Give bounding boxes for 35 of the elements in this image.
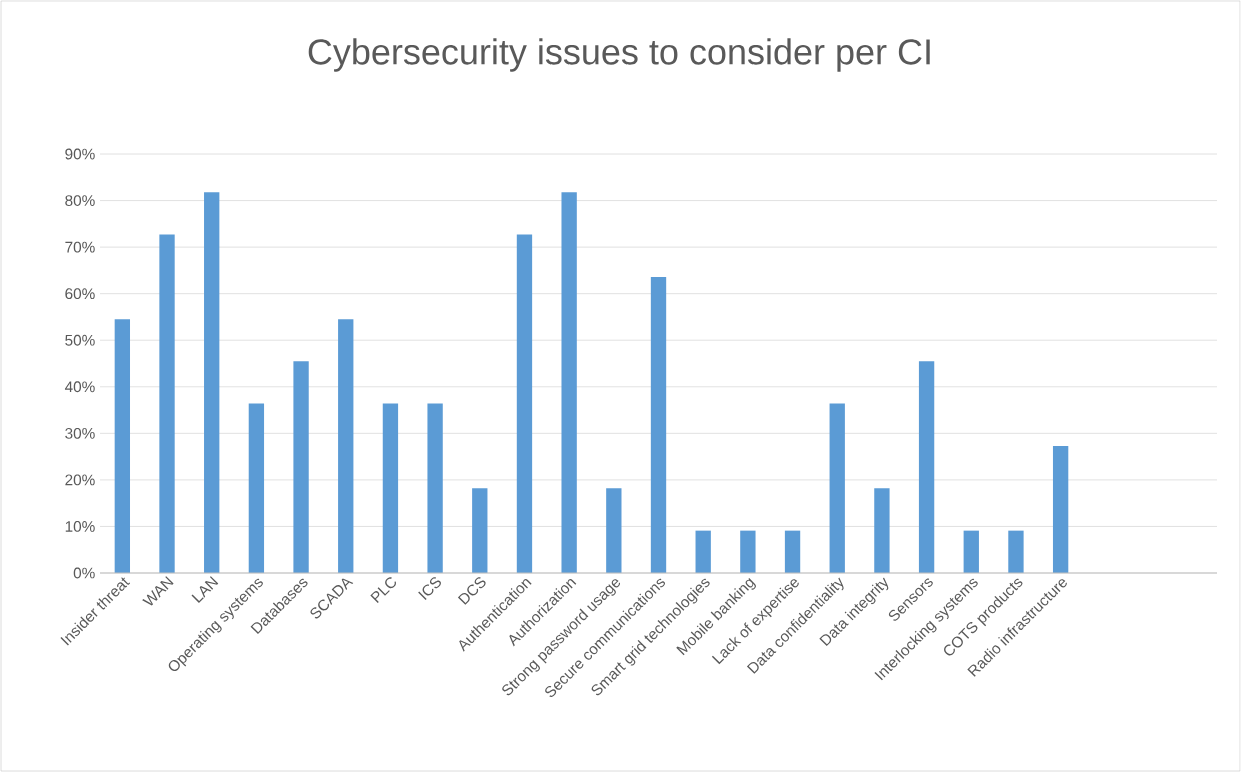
chart-title: Cybersecurity issues to consider per CI	[308, 38, 930, 72]
y-tick-label: 0%	[73, 567, 95, 579]
bar	[338, 319, 354, 573]
bar	[695, 530, 711, 573]
bar	[963, 530, 979, 573]
x-tick-label: PLC	[370, 577, 397, 604]
y-tick-label: 70%	[65, 241, 95, 253]
bar	[918, 361, 935, 573]
bar	[606, 488, 622, 573]
bar	[472, 488, 488, 573]
bar	[1008, 530, 1024, 573]
bar	[382, 403, 399, 573]
y-tick-label: 50%	[65, 334, 95, 346]
y-tick-label: 40%	[64, 381, 95, 393]
bar	[248, 403, 265, 573]
y-tick-label: 80%	[65, 195, 95, 206]
y-tick-label: 20%	[65, 474, 95, 486]
x-tick-label: ICS	[418, 577, 441, 600]
bar	[114, 319, 131, 573]
bar	[1052, 445, 1069, 573]
y-tick-label: 60%	[65, 288, 95, 300]
y-tick-label: 90%	[65, 148, 95, 160]
bar	[650, 276, 667, 573]
y-tick-label: 10%	[65, 521, 95, 532]
bar	[159, 234, 175, 573]
bar	[874, 488, 890, 573]
bar	[784, 530, 801, 573]
bar	[427, 403, 443, 573]
bar	[740, 530, 756, 573]
y-tick-label: 30%	[65, 427, 95, 439]
bar	[829, 403, 845, 573]
bar	[204, 192, 220, 573]
bar	[516, 234, 533, 573]
bar	[561, 192, 577, 573]
bar	[293, 361, 309, 573]
